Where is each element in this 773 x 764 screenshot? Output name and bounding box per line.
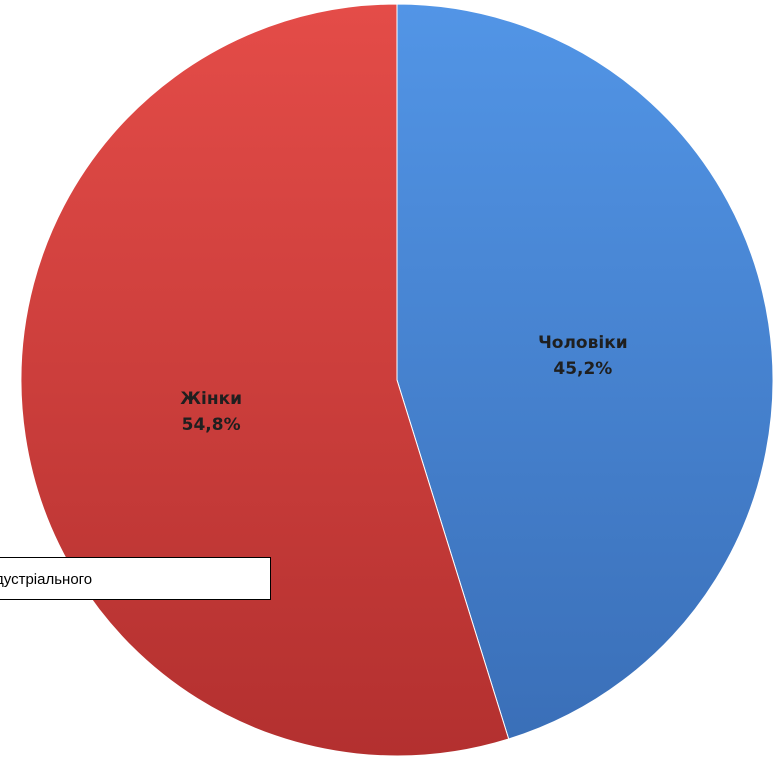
pie-slices — [20, 3, 773, 757]
pie-labels: Чоловіки 45,2% Жінки 54,8% — [180, 333, 627, 435]
slice-value-label: 54,8% — [182, 415, 241, 435]
slice-category-label: Чоловіки — [538, 333, 628, 353]
callout-text: дустріального — [0, 571, 93, 588]
callout-box: дустріального — [0, 557, 271, 600]
slice-value-label: 45,2% — [553, 359, 612, 379]
slice-category-label: Жінки — [180, 389, 242, 409]
pie-slice-men — [396, 3, 773, 740]
